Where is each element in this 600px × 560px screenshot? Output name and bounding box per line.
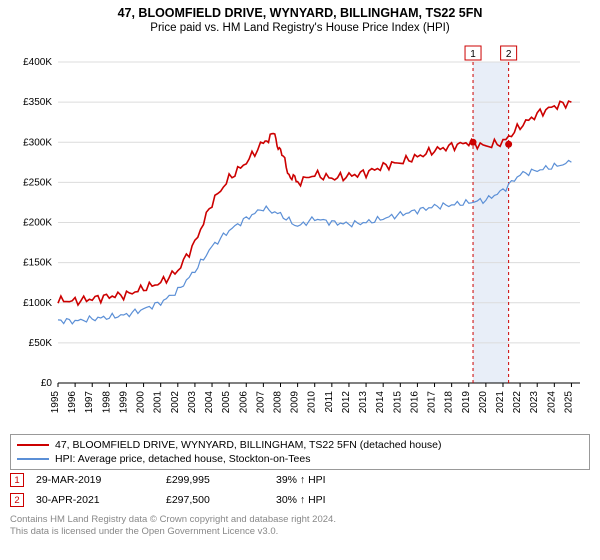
svg-text:2013: 2013 <box>358 391 369 414</box>
svg-text:2022: 2022 <box>512 391 523 414</box>
svg-text:£350K: £350K <box>23 97 52 108</box>
svg-text:2017: 2017 <box>427 391 438 414</box>
footnote: Contains HM Land Registry data © Crown c… <box>10 514 590 539</box>
svg-text:2008: 2008 <box>272 391 283 414</box>
svg-text:£100K: £100K <box>23 298 52 309</box>
svg-text:2023: 2023 <box>529 391 540 414</box>
svg-text:2025: 2025 <box>563 391 574 414</box>
svg-text:2021: 2021 <box>495 391 506 414</box>
legend-label-2: HPI: Average price, detached house, Stoc… <box>55 453 310 465</box>
sale-marker-2: 2 <box>10 493 24 507</box>
svg-text:2005: 2005 <box>221 391 232 414</box>
legend-item-1: 47, BLOOMFIELD DRIVE, WYNYARD, BILLINGHA… <box>17 438 583 452</box>
chart-subtitle: Price paid vs. HM Land Registry's House … <box>10 22 590 34</box>
svg-text:2000: 2000 <box>136 391 147 414</box>
svg-text:£150K: £150K <box>23 258 52 269</box>
svg-text:£400K: £400K <box>23 57 52 68</box>
svg-text:£250K: £250K <box>23 177 52 188</box>
svg-text:2018: 2018 <box>444 391 455 414</box>
svg-text:2002: 2002 <box>170 391 181 414</box>
legend-item-2: HPI: Average price, detached house, Stoc… <box>17 452 583 466</box>
svg-text:2009: 2009 <box>290 391 301 414</box>
svg-text:1999: 1999 <box>118 391 129 414</box>
svg-text:£50K: £50K <box>29 338 53 349</box>
svg-text:2012: 2012 <box>341 391 352 414</box>
svg-text:2010: 2010 <box>307 391 318 414</box>
svg-text:2019: 2019 <box>461 391 472 414</box>
chart-title: 47, BLOOMFIELD DRIVE, WYNYARD, BILLINGHA… <box>10 6 590 20</box>
sale-marker-1: 1 <box>10 473 24 487</box>
svg-text:2: 2 <box>506 49 512 60</box>
svg-text:1997: 1997 <box>84 391 95 414</box>
svg-text:2003: 2003 <box>187 391 198 414</box>
sale-event-1: 1 29-MAR-2019 £299,995 39% ↑ HPI <box>10 470 590 490</box>
svg-text:2004: 2004 <box>204 391 215 414</box>
sale-price-2: £297,500 <box>166 494 276 506</box>
svg-text:2011: 2011 <box>324 391 335 413</box>
sale-date-1: 29-MAR-2019 <box>36 474 166 486</box>
svg-text:2016: 2016 <box>409 391 420 414</box>
legend: 47, BLOOMFIELD DRIVE, WYNYARD, BILLINGHA… <box>10 434 590 470</box>
chart: £0 £50K £100K £150K £200K £250K £300K £350K £400… <box>10 40 590 430</box>
svg-text:1998: 1998 <box>101 391 112 414</box>
svg-text:1: 1 <box>470 49 476 60</box>
svg-text:2007: 2007 <box>255 391 266 414</box>
sale-date-2: 30-APR-2021 <box>36 494 166 506</box>
svg-text:£0: £0 <box>41 378 53 389</box>
svg-text:2020: 2020 <box>478 391 489 414</box>
svg-text:2014: 2014 <box>375 391 386 414</box>
svg-text:1995: 1995 <box>50 391 61 414</box>
svg-text:£300K: £300K <box>23 137 52 148</box>
svg-text:2015: 2015 <box>392 391 403 414</box>
svg-text:2006: 2006 <box>238 391 249 414</box>
svg-text:£200K: £200K <box>23 218 52 229</box>
sale-price-1: £299,995 <box>166 474 276 486</box>
svg-text:2001: 2001 <box>153 391 164 414</box>
svg-text:1996: 1996 <box>67 391 78 414</box>
legend-label-1: 47, BLOOMFIELD DRIVE, WYNYARD, BILLINGHA… <box>55 439 442 451</box>
sale-hpi-2: 30% ↑ HPI <box>276 494 326 506</box>
svg-text:2024: 2024 <box>546 391 557 414</box>
sale-hpi-1: 39% ↑ HPI <box>276 474 326 486</box>
sale-event-2: 2 30-APR-2021 £297,500 30% ↑ HPI <box>10 490 590 510</box>
